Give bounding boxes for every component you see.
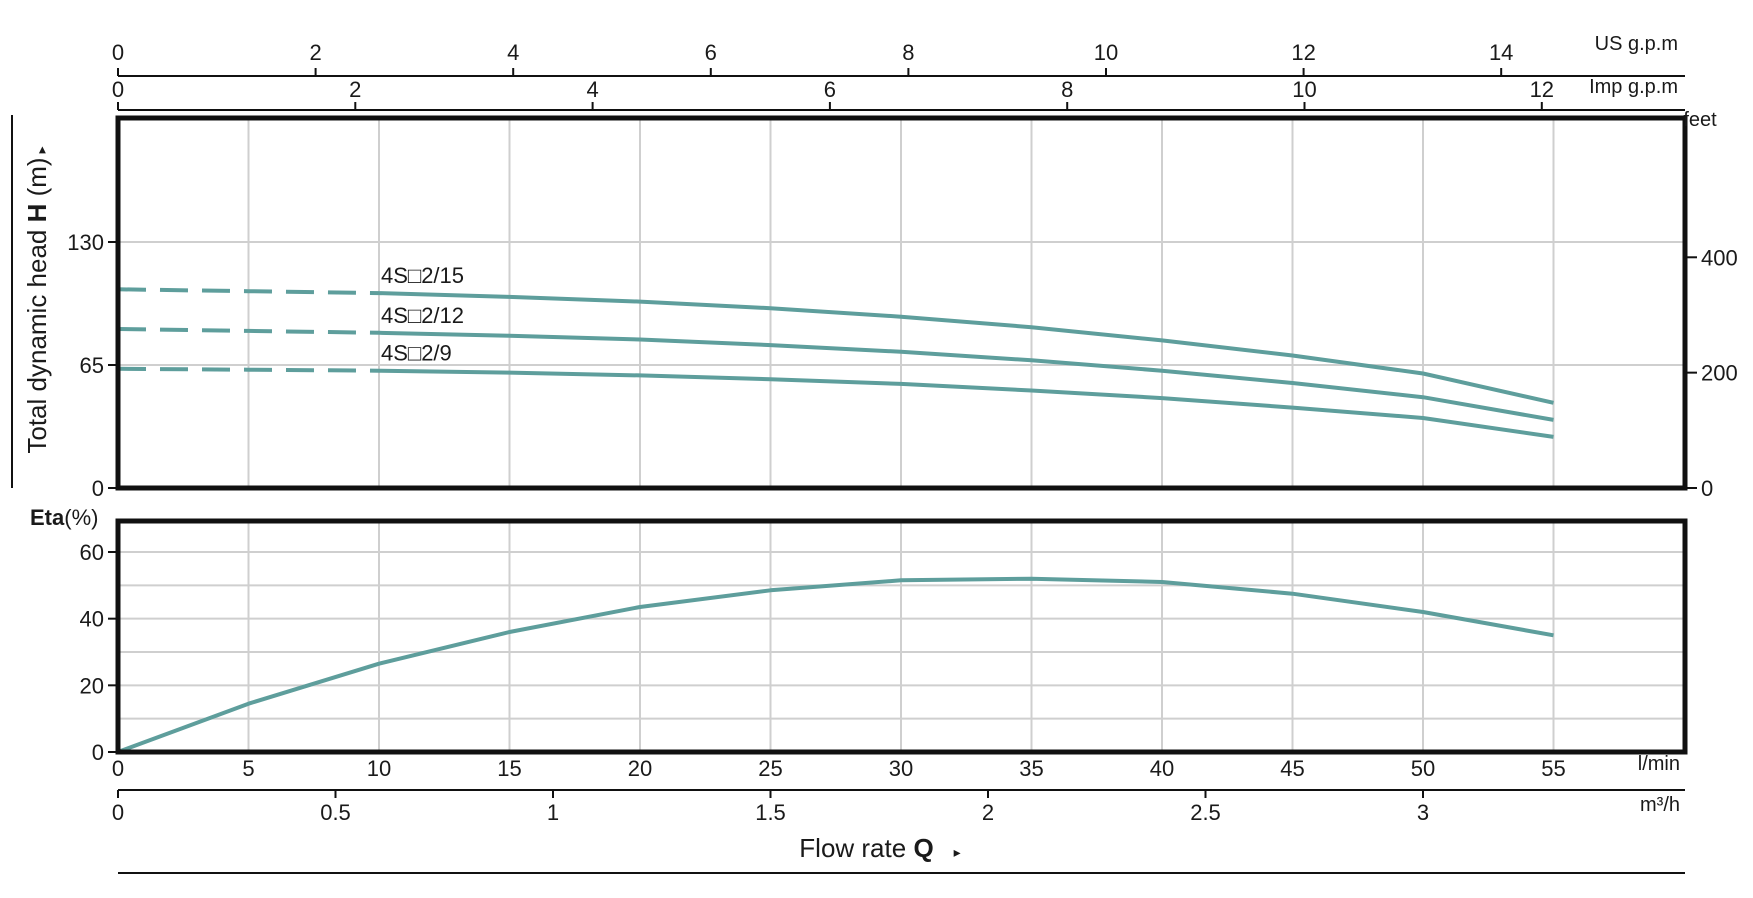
us-gpm-tick-label: 12 [1291,40,1315,65]
lmin-tick-label: 30 [889,756,913,781]
feet-y-tick-label: 200 [1701,361,1738,386]
head-y-tick-label: 65 [80,353,104,378]
us-gpm-tick-label: 14 [1489,40,1513,65]
lmin-tick-label: 5 [242,756,254,781]
eff-y-tick-label: 40 [80,607,104,632]
head-y-tick-label: 130 [67,230,104,255]
m3h-tick-label: 1.5 [755,800,786,825]
x-axis-arrow-icon: ▸ [954,844,961,860]
y-axis-title-unit: (m) [22,157,52,203]
head-curve-dashed-1 [117,287,380,296]
imp-gpm-tick-label: 8 [1061,77,1073,102]
series-label-1: 4S□2/15 [381,263,464,288]
lmin-tick-label: 15 [497,756,521,781]
m3h-tick-label: 0.5 [320,800,351,825]
lmin-tick-label: 20 [628,756,652,781]
imp-gpm-tick-label: 0 [112,77,124,102]
eta-bold: Eta [30,505,65,530]
m3h-tick-label: 2.5 [1190,800,1221,825]
y-axis-title: Total dynamic head H (m) ▸ [22,146,52,453]
eff-panel-frame [115,518,1688,755]
m3h-tick-label: 3 [1417,800,1429,825]
x-axis-title: Flow rate Q ▸ [799,833,960,863]
m3h-unit-label: m³/h [1640,794,1680,816]
eta-axis-title: Eta(%) [30,505,98,530]
imp-gpm-tick-label: 6 [824,77,836,102]
y-axis-title-bold: H [22,204,52,223]
lmin-tick-label: 55 [1541,756,1565,781]
lmin-unit-label: l/min [1638,753,1680,775]
x-axis-title-bold: Q [913,833,933,863]
lmin-tick-label: 25 [758,756,782,781]
eff-y-tick-label: 60 [80,540,104,565]
head-panel-frame [115,115,1688,491]
head-curve-3 [378,368,1554,439]
feet-y-tick-label: 0 [1701,476,1713,501]
imp-gpm-tick-label: 4 [586,77,598,102]
eta-unit: (%) [64,505,98,530]
eff-y-tick-label: 20 [80,673,104,698]
imp-gpm-tick-label: 10 [1292,77,1316,102]
x-axis-title-prefix: Flow rate [799,833,913,863]
us-gpm-unit-label: US g.p.m [1595,33,1678,55]
us-gpm-tick-label: 2 [309,40,321,65]
m3h-tick-label: 2 [982,800,994,825]
m3h-tick-label: 1 [547,800,559,825]
us-gpm-tick-label: 6 [705,40,717,65]
feet-y-tick-label: 400 [1701,245,1738,270]
y-axis-title-prefix: Total dynamic head [22,222,52,453]
y-axis-arrow-icon: ▸ [33,146,49,153]
head-curve-dashed-2 [117,327,380,335]
head-curve-1 [378,291,1554,405]
lmin-tick-label: 10 [367,756,391,781]
us-gpm-tick-label: 8 [902,40,914,65]
series-label-2: 4S□2/12 [381,303,464,328]
imp-gpm-unit-label: Imp g.p.m [1589,76,1678,98]
lmin-tick-label: 45 [1280,756,1304,781]
head-curve-2 [378,330,1554,422]
us-gpm-tick-label: 4 [507,40,519,65]
lmin-tick-label: 0 [112,756,124,781]
head-y-tick-label: 0 [92,476,104,501]
lmin-tick-label: 35 [1019,756,1043,781]
m3h-tick-label: 0 [112,800,124,825]
eff-y-tick-label: 0 [92,740,104,765]
series-label-3: 4S□2/9 [381,341,452,366]
imp-gpm-tick-label: 12 [1530,77,1554,102]
lmin-tick-label: 40 [1150,756,1174,781]
lmin-tick-label: 50 [1411,756,1435,781]
us-gpm-tick-label: 10 [1094,40,1118,65]
head-curve-dashed-3 [117,366,380,373]
imp-gpm-tick-label: 2 [349,77,361,102]
us-gpm-tick-label: 0 [112,40,124,65]
eff-curve-1 [117,576,1554,754]
feet-unit-label: feet [1683,109,1717,131]
